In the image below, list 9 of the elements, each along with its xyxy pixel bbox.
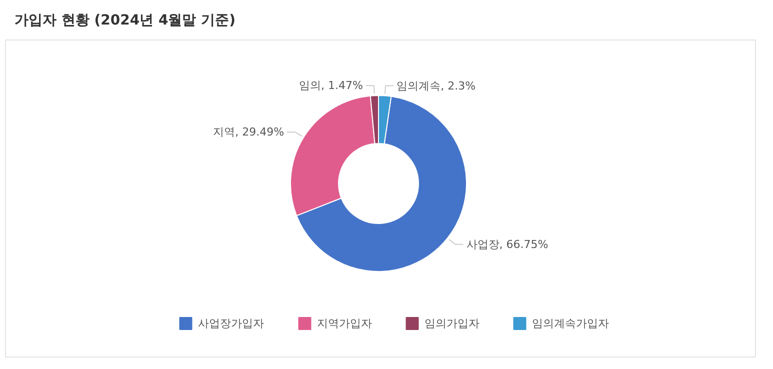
chart-title: 가입자 현황 (2024년 4월말 기준)	[14, 12, 236, 28]
data-label: 사업장, 66.75%	[466, 238, 548, 251]
data-label: 임의계속, 2.3%	[396, 79, 476, 92]
data-label: 임의, 1.47%	[299, 79, 363, 92]
legend-label: 지역가입자	[316, 317, 372, 330]
legend-label: 임의계속가입자	[532, 317, 609, 330]
data-label: 지역, 29.49%	[213, 126, 284, 139]
legend-label: 사업장가입자	[198, 317, 264, 330]
legend-label: 임의가입자	[424, 317, 480, 330]
